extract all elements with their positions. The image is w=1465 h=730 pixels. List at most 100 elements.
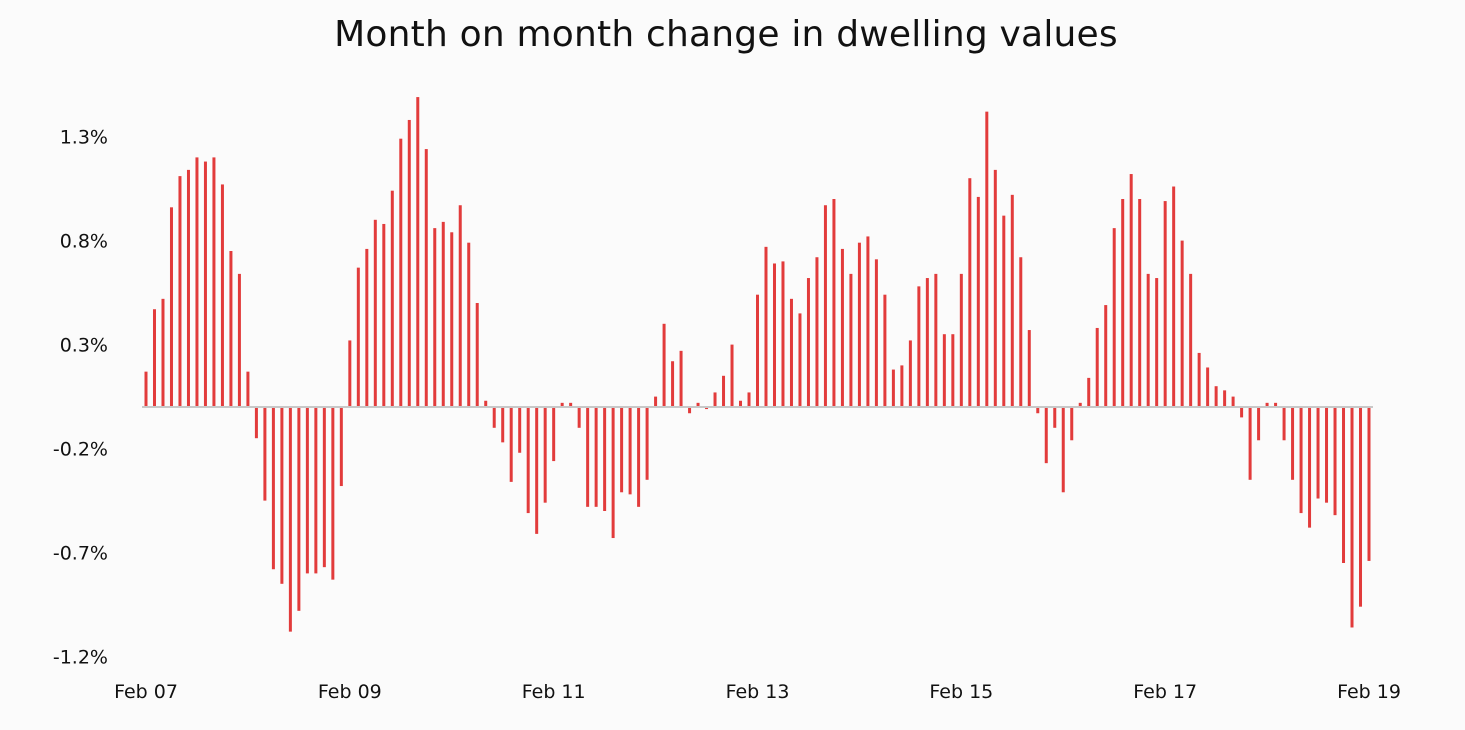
bar bbox=[220, 184, 224, 407]
bar bbox=[144, 371, 148, 407]
bars-layer bbox=[144, 97, 1371, 632]
bar bbox=[1223, 390, 1227, 407]
bar bbox=[756, 294, 759, 407]
bar bbox=[968, 178, 972, 407]
bar bbox=[1257, 407, 1261, 441]
bar bbox=[1342, 407, 1346, 563]
bar bbox=[611, 407, 615, 539]
bar bbox=[1274, 402, 1278, 407]
bar bbox=[764, 246, 768, 407]
bar bbox=[1163, 201, 1167, 407]
bar bbox=[1206, 367, 1210, 407]
bar bbox=[246, 371, 250, 407]
bar bbox=[271, 407, 275, 570]
y-tick-label: -0.7% bbox=[53, 543, 108, 565]
bar bbox=[237, 273, 241, 407]
bar bbox=[569, 402, 573, 407]
bar bbox=[1121, 199, 1125, 407]
bar bbox=[501, 407, 505, 443]
bar bbox=[934, 273, 938, 407]
bar bbox=[305, 407, 309, 574]
bar bbox=[1172, 186, 1176, 407]
bar bbox=[951, 334, 955, 407]
bar bbox=[407, 119, 411, 408]
x-tick-label: Feb 17 bbox=[1133, 681, 1197, 703]
bar bbox=[475, 303, 479, 407]
x-tick-label: Feb 13 bbox=[726, 681, 790, 703]
bar bbox=[1155, 278, 1159, 407]
bar bbox=[331, 407, 335, 580]
y-axis-tick-labels: 1.3% 0.8% 0.3% -0.2% -0.7% -1.2% bbox=[53, 127, 108, 669]
bar bbox=[1359, 407, 1363, 607]
bar bbox=[509, 407, 513, 482]
bar bbox=[722, 375, 726, 407]
bar bbox=[654, 396, 658, 407]
bar bbox=[186, 169, 190, 407]
x-axis-tick-labels: Feb 07 Feb 09 Feb 11 Feb 13 Feb 15 Feb 17 Feb … bbox=[114, 681, 1401, 703]
bar bbox=[314, 407, 318, 574]
bar bbox=[1138, 199, 1142, 407]
bar bbox=[399, 138, 403, 407]
y-tick-label: 1.3% bbox=[60, 127, 108, 149]
chart-title: Month on month change in dwelling values bbox=[334, 14, 1118, 55]
bar bbox=[348, 340, 352, 407]
bar bbox=[781, 261, 785, 407]
bar bbox=[1129, 174, 1133, 407]
bar bbox=[297, 407, 301, 611]
bar bbox=[696, 402, 700, 407]
bar bbox=[441, 221, 445, 407]
bar bbox=[339, 407, 343, 487]
bar bbox=[959, 273, 963, 407]
bar bbox=[739, 400, 743, 407]
bar bbox=[1325, 407, 1329, 503]
bar bbox=[1010, 194, 1014, 407]
bar bbox=[433, 228, 437, 407]
bar bbox=[356, 267, 360, 407]
bar bbox=[263, 407, 267, 501]
y-tick-label: -0.2% bbox=[53, 439, 108, 461]
bar bbox=[1333, 407, 1337, 516]
bar bbox=[1027, 330, 1031, 407]
bar bbox=[390, 190, 394, 407]
bar bbox=[229, 251, 233, 407]
bar bbox=[543, 407, 547, 503]
bar bbox=[1367, 407, 1371, 561]
bar bbox=[594, 407, 598, 507]
bar bbox=[484, 400, 488, 407]
bar bbox=[900, 365, 904, 407]
y-tick-label: 0.3% bbox=[60, 335, 108, 357]
bar bbox=[577, 407, 581, 428]
x-tick-label: Feb 07 bbox=[114, 681, 178, 703]
bar bbox=[883, 294, 887, 407]
bar bbox=[1248, 407, 1252, 480]
x-tick-label: Feb 09 bbox=[318, 681, 382, 703]
bar bbox=[526, 407, 530, 514]
bar bbox=[1265, 402, 1269, 407]
bar bbox=[1197, 352, 1201, 407]
bar bbox=[1104, 305, 1108, 407]
bar bbox=[322, 407, 326, 568]
bar bbox=[976, 196, 980, 407]
bar bbox=[1240, 407, 1244, 418]
bar bbox=[492, 407, 496, 428]
bar bbox=[985, 111, 989, 407]
bar bbox=[195, 157, 199, 407]
bar bbox=[1002, 215, 1006, 407]
bar bbox=[382, 223, 386, 407]
x-tick-label: Feb 19 bbox=[1337, 681, 1401, 703]
bar bbox=[806, 278, 810, 407]
bar bbox=[857, 242, 861, 407]
bar bbox=[1044, 407, 1048, 464]
bar bbox=[1214, 386, 1218, 407]
bar bbox=[203, 161, 207, 407]
bar bbox=[212, 157, 216, 407]
bar bbox=[1231, 396, 1235, 407]
bar bbox=[416, 97, 420, 407]
bar bbox=[713, 392, 717, 407]
bar bbox=[620, 407, 624, 493]
bar bbox=[365, 248, 369, 407]
bar bbox=[152, 309, 156, 407]
bar bbox=[552, 407, 556, 462]
bar bbox=[1282, 407, 1286, 441]
